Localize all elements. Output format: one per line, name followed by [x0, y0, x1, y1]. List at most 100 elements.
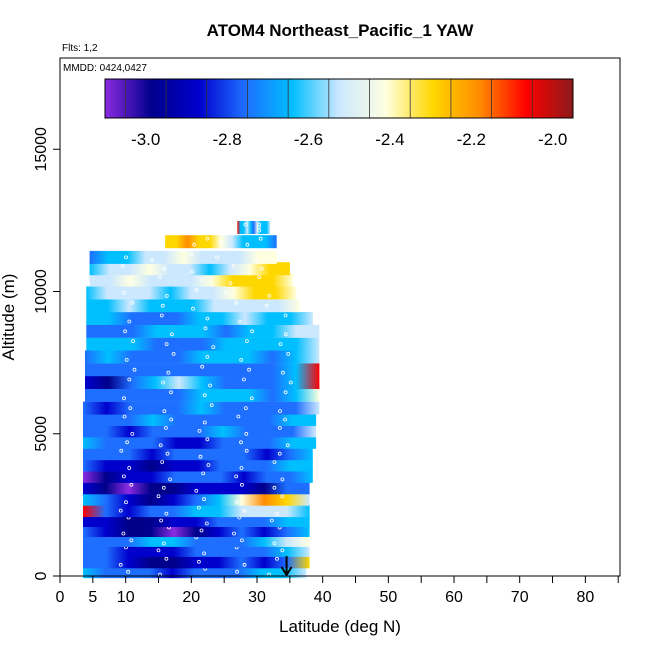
sample-point [129, 482, 134, 487]
heatmap-band [83, 514, 310, 527]
y-axis: 0 5000 10000 15000 [33, 127, 60, 580]
sample-point [204, 521, 209, 526]
sample-point [272, 485, 277, 490]
sample-point [203, 326, 208, 331]
sample-point [131, 339, 135, 344]
y-tick-label: 5000 [33, 416, 50, 452]
sample-point [202, 420, 207, 425]
sample-point [237, 319, 242, 324]
sample-point [236, 414, 241, 419]
sample-point [242, 562, 247, 567]
sample-point [247, 367, 252, 372]
heatmap-band [89, 262, 290, 276]
sample-point [283, 313, 288, 318]
heatmap-band [85, 388, 320, 402]
sample-point [243, 222, 248, 227]
sample-point [275, 556, 279, 561]
sample-point [156, 548, 161, 553]
colorbar-tick-label: -2.0 [538, 130, 567, 149]
colorbar-tick-label: -2.8 [212, 130, 241, 149]
colorbar: -3.0 -2.8 -2.6 -2.4 -2.2 -2.0 [104, 78, 574, 149]
sample-point [191, 306, 195, 311]
sample-point [257, 222, 262, 227]
sample-point [199, 528, 204, 533]
heatmap-band [83, 481, 310, 495]
sample-point [149, 258, 154, 263]
sample-point [283, 417, 288, 422]
sample-point [169, 390, 173, 395]
sample-point [128, 406, 133, 411]
chart-title: ATOM4 Northeast_Pacific_1 YAW [207, 21, 475, 40]
x-tick-label: 80 [577, 589, 595, 606]
sample-point [161, 380, 166, 385]
heatmap-band [85, 350, 320, 364]
sample-point [259, 266, 264, 271]
sample-point [121, 263, 125, 268]
sample-point [280, 477, 285, 482]
y-tick-label: 15000 [33, 127, 50, 172]
sample-point [278, 409, 282, 414]
colorbar-gradient [105, 79, 573, 118]
sample-point [127, 466, 132, 470]
sample-point [286, 351, 291, 356]
sample-point [234, 474, 239, 479]
sample-point [168, 477, 173, 482]
sample-point [162, 266, 167, 271]
sample-point [257, 228, 261, 233]
sample-point [250, 329, 255, 334]
sample-point [215, 255, 219, 260]
sample-point [254, 258, 258, 263]
sample-point [218, 239, 223, 244]
x-tick-label: 70 [511, 589, 529, 606]
heatmap-band [83, 435, 317, 449]
sample-point [124, 255, 128, 260]
sample-point [239, 538, 244, 543]
sample-point [158, 275, 162, 280]
sample-point [243, 406, 248, 411]
heatmap-band [83, 504, 310, 518]
sample-point [196, 559, 201, 564]
x-axis-label: Latitude (deg N) [279, 617, 401, 636]
sample-point [211, 345, 216, 350]
sample-point [269, 518, 274, 523]
sample-point [160, 303, 165, 308]
sample-point [159, 313, 164, 318]
arrow-marker-head [280, 566, 293, 577]
heatmap-band [83, 469, 313, 483]
sample-point [122, 474, 126, 479]
sample-point [244, 431, 249, 436]
sample-point [258, 236, 263, 241]
sample-point [267, 293, 272, 298]
sample-point [130, 300, 135, 305]
sample-point [201, 471, 206, 476]
sample-point [192, 242, 197, 247]
heatmap-band [83, 524, 310, 537]
sample-point [205, 316, 210, 321]
sample-point [161, 541, 166, 546]
sample-point [200, 364, 205, 369]
sample-point [242, 508, 247, 513]
x-axis: 0 5 10 20 30 40 50 60 70 80 [56, 576, 619, 606]
sample-point [199, 278, 204, 283]
sample-point [197, 428, 202, 433]
sample-point [123, 329, 127, 334]
y-tick-label: 10000 [33, 269, 50, 314]
sample-point [118, 508, 123, 513]
sample-point [228, 281, 233, 286]
sample-point [164, 293, 169, 298]
sample-point [209, 403, 214, 408]
sample-point [169, 332, 174, 337]
heatmap-band [89, 250, 277, 264]
heatmap-band [237, 221, 271, 234]
sample-point [257, 275, 262, 280]
sample-point [121, 531, 126, 536]
heatmap-band [86, 286, 297, 300]
sample-point [198, 454, 203, 459]
heatmap-band [86, 299, 300, 313]
heatmap-band [89, 273, 294, 287]
sample-point [235, 569, 240, 574]
sample-point [202, 497, 207, 502]
sample-point [234, 500, 239, 505]
x-tick-label: 30 [248, 589, 266, 606]
sample-point [166, 370, 171, 375]
